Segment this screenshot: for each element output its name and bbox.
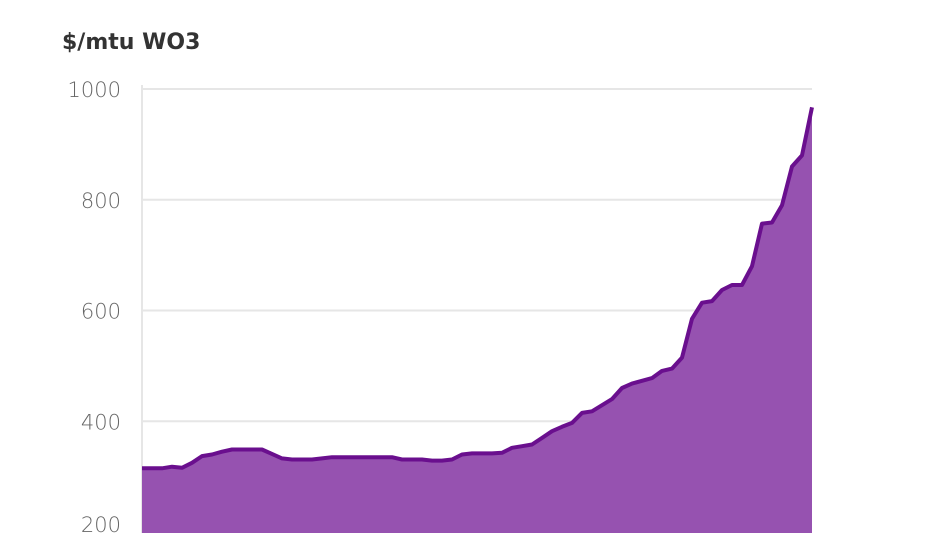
- y-tick-label: 400: [81, 410, 121, 434]
- y-tick-label: 800: [81, 189, 121, 213]
- chart-title: $/mtu WO3: [62, 30, 201, 55]
- y-tick-label: 600: [81, 300, 121, 324]
- y-tick-label: 1000: [68, 78, 121, 102]
- y-tick-label: 200: [81, 513, 121, 533]
- series-line: [142, 106, 814, 471]
- area-fill: [142, 107, 812, 533]
